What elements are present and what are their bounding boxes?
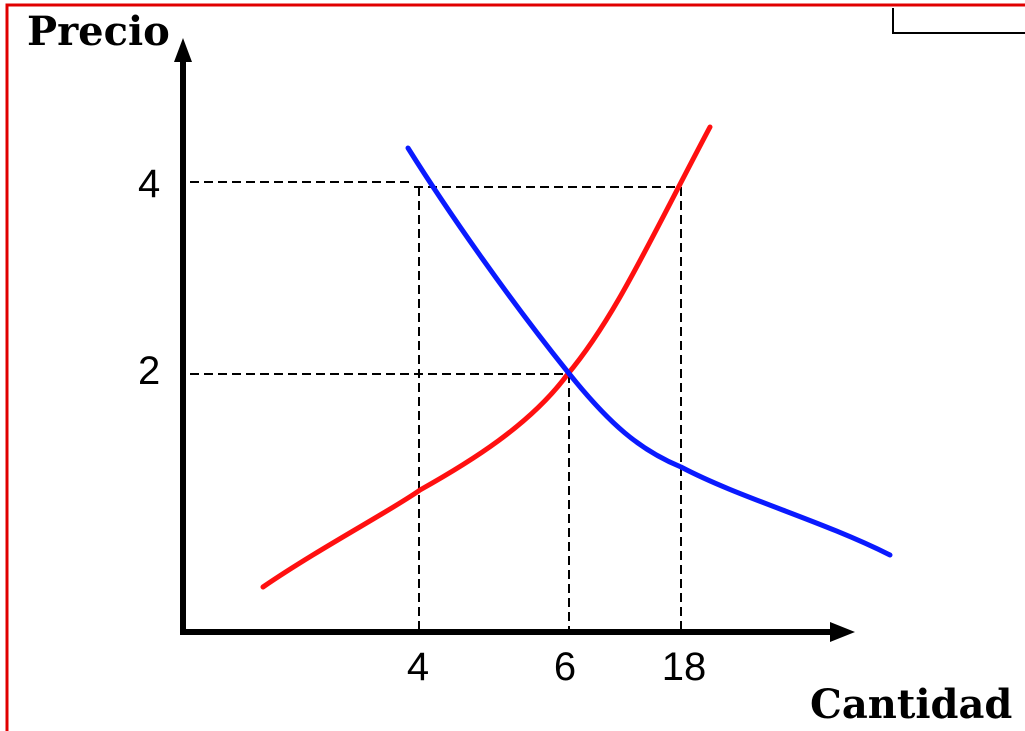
y-axis-arrowhead	[174, 38, 192, 62]
y-tick-label: 4	[138, 162, 160, 206]
x-axis-title: Cantidad	[810, 681, 1012, 728]
guide-lines	[190, 181, 682, 630]
corner-box	[892, 8, 1025, 34]
y-tick-label: 2	[138, 349, 160, 393]
x-axis-arrowhead	[830, 622, 855, 642]
demand-curve	[405, 145, 893, 558]
y-axis-title: Precio	[27, 8, 170, 55]
frame-border	[5, 3, 1025, 731]
supply-curve	[260, 124, 713, 590]
x-tick-label: 6	[554, 645, 576, 689]
x-tick-label: 4	[407, 645, 429, 689]
axes	[180, 58, 832, 635]
x-tick-label: 18	[662, 645, 707, 689]
